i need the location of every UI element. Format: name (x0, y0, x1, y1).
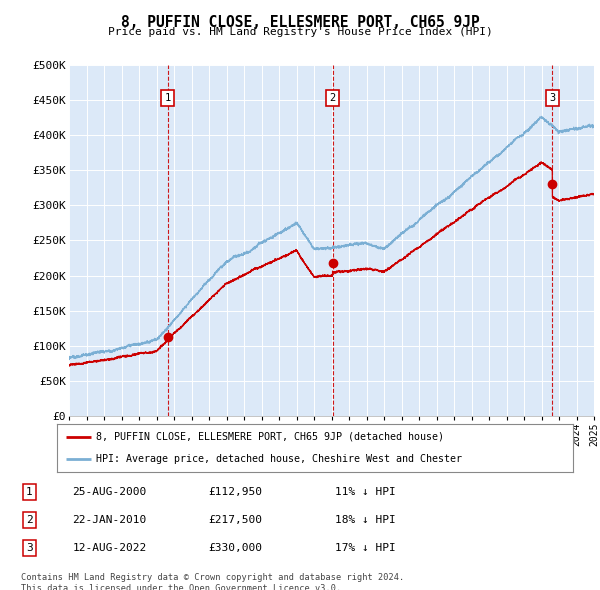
Text: Price paid vs. HM Land Registry's House Price Index (HPI): Price paid vs. HM Land Registry's House … (107, 27, 493, 37)
Text: 2: 2 (329, 93, 335, 103)
Text: 22-JAN-2010: 22-JAN-2010 (73, 515, 147, 525)
Text: HPI: Average price, detached house, Cheshire West and Chester: HPI: Average price, detached house, Ches… (96, 454, 462, 464)
Text: 3: 3 (549, 93, 556, 103)
Text: Contains HM Land Registry data © Crown copyright and database right 2024.
This d: Contains HM Land Registry data © Crown c… (21, 573, 404, 590)
Text: 8, PUFFIN CLOSE, ELLESMERE PORT, CH65 9JP: 8, PUFFIN CLOSE, ELLESMERE PORT, CH65 9J… (121, 15, 479, 30)
Text: 2: 2 (26, 515, 32, 525)
Text: £112,950: £112,950 (208, 487, 262, 497)
Text: 3: 3 (26, 543, 32, 553)
Text: £217,500: £217,500 (208, 515, 262, 525)
Text: 8, PUFFIN CLOSE, ELLESMERE PORT, CH65 9JP (detached house): 8, PUFFIN CLOSE, ELLESMERE PORT, CH65 9J… (96, 432, 444, 442)
Text: 11% ↓ HPI: 11% ↓ HPI (335, 487, 395, 497)
Text: 25-AUG-2000: 25-AUG-2000 (73, 487, 147, 497)
Text: 18% ↓ HPI: 18% ↓ HPI (335, 515, 395, 525)
Text: 17% ↓ HPI: 17% ↓ HPI (335, 543, 395, 553)
Text: 12-AUG-2022: 12-AUG-2022 (73, 543, 147, 553)
Text: 1: 1 (26, 487, 32, 497)
Text: £330,000: £330,000 (208, 543, 262, 553)
Text: 1: 1 (165, 93, 171, 103)
